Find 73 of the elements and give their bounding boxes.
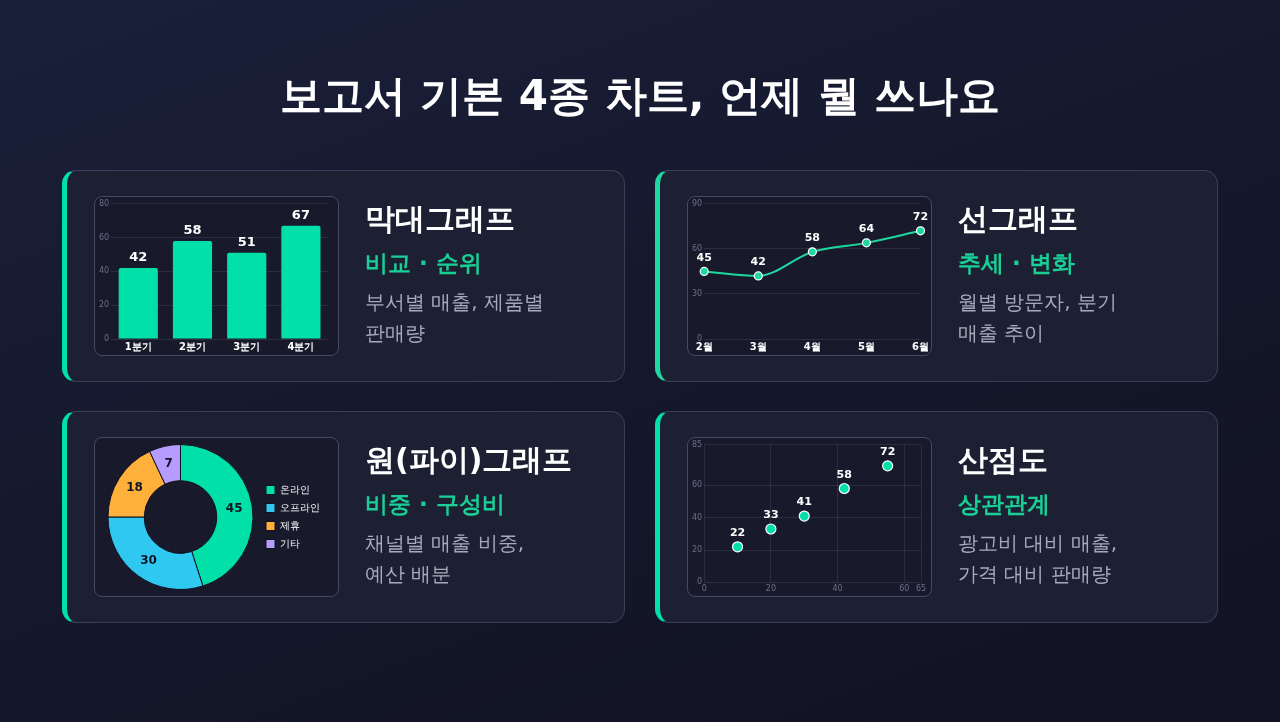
data-label: 33	[763, 508, 779, 522]
text: 선그래프	[958, 200, 1079, 238]
bar	[227, 252, 267, 339]
data-label: 72	[879, 445, 896, 459]
x-tick-label: 4분기	[287, 340, 315, 352]
text: 원(파이)그래프	[365, 441, 574, 479]
point	[882, 460, 894, 472]
y-tick-label: 40	[98, 266, 110, 276]
text: 보고서 기본 4종 차트, 언제 뭘 쓰나요	[278, 70, 1002, 122]
data-label: 72	[912, 210, 929, 224]
legend-label: 제휴	[280, 519, 300, 531]
y-tick-label: 0	[697, 577, 703, 587]
text: 추세 · 변화	[958, 249, 1076, 278]
text: 막대그래프	[365, 200, 516, 238]
bar	[281, 225, 321, 339]
x-tick-label: 3월	[749, 340, 767, 352]
x-tick-label: 6월	[912, 340, 930, 352]
x-tick-label: 20	[765, 584, 776, 594]
text: 채널별 매출 비중, 예산 배분	[365, 530, 526, 588]
x-tick-label: 60	[899, 584, 910, 594]
data-label: 41	[796, 495, 812, 509]
data-label: 58	[836, 467, 852, 481]
point	[765, 523, 777, 535]
x-tick-label: 2분기	[179, 340, 206, 352]
x-tick-label: 4월	[803, 340, 821, 352]
x-tick-label: 40	[832, 584, 843, 594]
data-label: 45	[696, 250, 712, 264]
x-tick-label: 65	[915, 584, 927, 594]
point	[861, 238, 872, 248]
y-tick-label: 20	[691, 545, 703, 555]
legend-label: 기타	[280, 537, 300, 549]
legend-label: 온라인	[280, 483, 310, 495]
data-label: 22	[729, 526, 746, 540]
data-label: 42	[750, 255, 766, 269]
data-label: 42	[129, 248, 148, 264]
y-tick-label: 20	[98, 300, 110, 310]
y-tick-label: 60	[98, 232, 110, 242]
data-label: 51	[237, 233, 256, 249]
point	[838, 482, 850, 495]
text: 월별 방문자, 분기 매출 추이	[958, 289, 1119, 347]
data-label: 58	[183, 221, 202, 237]
y-tick-label: 85	[691, 439, 703, 449]
point	[753, 271, 763, 281]
data-label: 58	[804, 231, 821, 245]
text: 비중 · 구성비	[365, 490, 506, 519]
point	[807, 247, 817, 257]
x-tick-label: 1분기	[124, 340, 152, 352]
data-label: 67	[291, 206, 310, 222]
data-label: 30	[140, 553, 157, 568]
x-tick-label: 5월	[857, 340, 875, 352]
y-tick-label: 40	[691, 512, 703, 522]
text: 비교 · 순위	[365, 249, 483, 278]
point	[731, 541, 744, 553]
data-label: 18	[126, 479, 143, 494]
point	[915, 226, 926, 236]
legend-label: 오프라인	[280, 501, 320, 513]
y-tick-label: 90	[691, 198, 703, 208]
text: 부서별 매출, 제품별 판매량	[365, 289, 546, 347]
data-label: 7	[164, 456, 173, 471]
y-tick-label: 80	[98, 198, 110, 208]
point	[798, 510, 810, 522]
y-tick-label: 60	[691, 480, 703, 490]
text: 산점도	[958, 441, 1049, 479]
y-tick-label: 60	[691, 243, 703, 253]
text: 상관관계	[958, 490, 1051, 519]
x-tick-label: 3분기	[233, 340, 261, 352]
data-label: 45	[225, 500, 243, 515]
text: 광고비 대비 매출, 가격 대비 판매량	[958, 530, 1119, 588]
data-label: 64	[858, 222, 875, 236]
y-tick-label: 30	[691, 289, 703, 299]
bar	[172, 240, 213, 339]
point	[699, 266, 709, 276]
bar	[118, 268, 158, 339]
